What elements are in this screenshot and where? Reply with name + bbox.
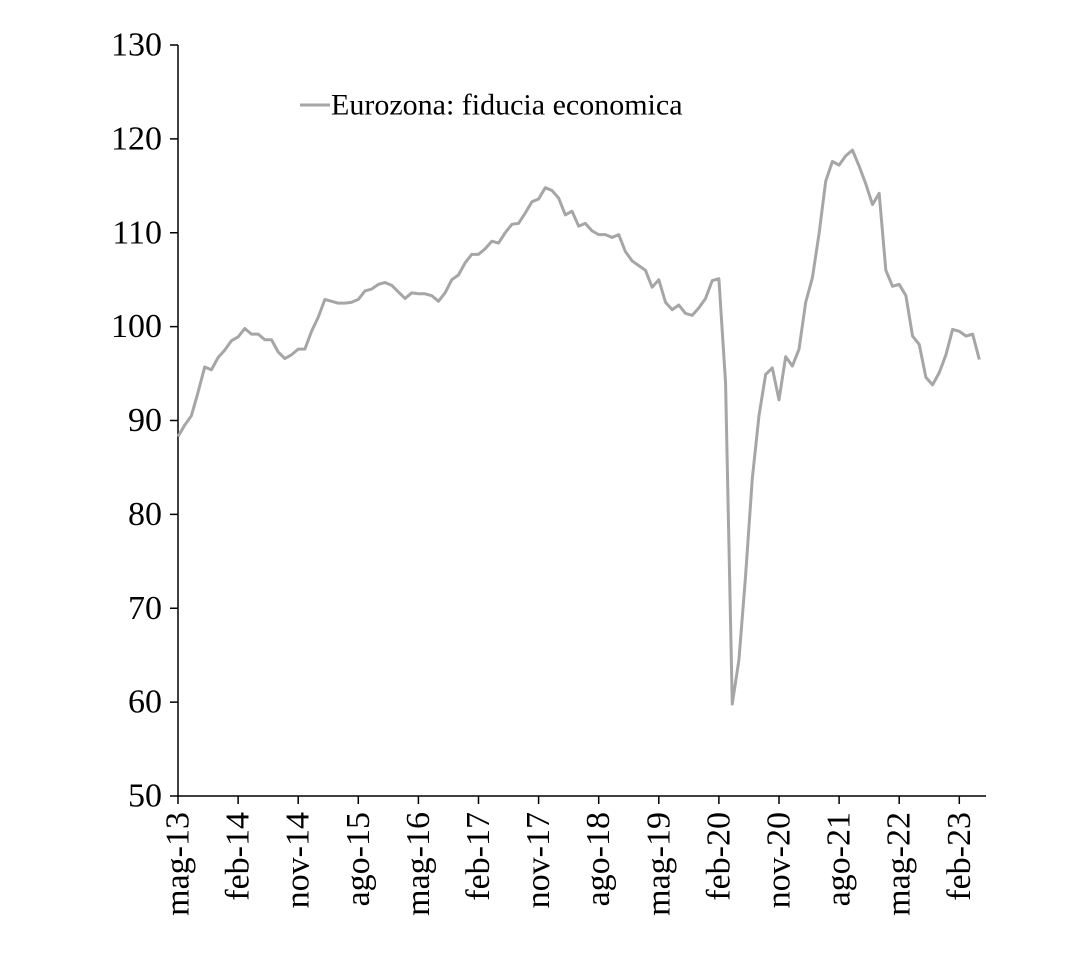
y-tick-label: 80 (128, 496, 162, 533)
legend-label: Eurozona: fiducia economica (331, 89, 683, 122)
y-tick-label: 50 (128, 778, 162, 815)
x-tick-label: feb-17 (460, 812, 497, 901)
y-tick-label: 130 (111, 27, 162, 64)
y-tick-label: 100 (111, 308, 162, 345)
x-tick-label: mag-22 (881, 812, 918, 916)
x-tick-label: nov-17 (520, 812, 557, 908)
x-axis: mag-13 feb-14 nov-14 ago-15 mag-16 feb-17 nov-… (160, 795, 986, 916)
x-tick-label: nov-14 (280, 812, 317, 908)
x-tick-label: mag-13 (160, 812, 197, 916)
x-tick-label: mag-19 (640, 812, 677, 916)
y-tick-label: 90 (128, 402, 162, 439)
x-tick-label: feb-14 (220, 812, 257, 901)
x-tick-label: nov-20 (760, 812, 797, 908)
y-tick-label: 60 (128, 684, 162, 721)
y-axis: 50 60 70 80 90 100 110 120 130 (111, 27, 179, 815)
series-group (176, 148, 981, 706)
x-tick-label: ago-21 (821, 812, 858, 906)
series-line (176, 148, 981, 706)
legend: Eurozona: fiducia economica (300, 89, 683, 122)
x-tick-label: feb-20 (700, 812, 737, 901)
y-tick-label: 120 (111, 120, 162, 157)
y-ticks: 50 60 70 80 90 100 110 120 130 (111, 27, 178, 815)
x-tick-label: feb-23 (941, 812, 978, 901)
x-tick-label: mag-16 (400, 812, 437, 916)
y-tick-label: 110 (112, 214, 162, 251)
x-tick-label: ago-18 (580, 812, 617, 906)
x-tick-label: ago-15 (340, 812, 377, 906)
y-tick-label: 70 (128, 590, 162, 627)
x-ticks: mag-13 feb-14 nov-14 ago-15 mag-16 feb-17 nov-… (160, 796, 978, 916)
